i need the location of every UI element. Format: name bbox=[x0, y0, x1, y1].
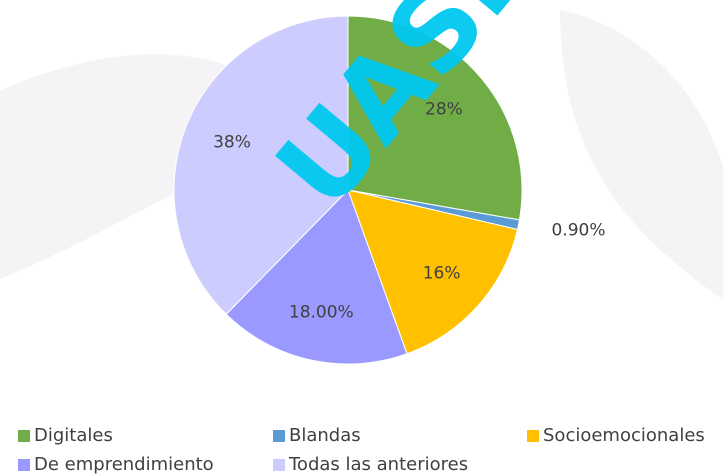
pie-slice bbox=[173, 15, 349, 315]
pie-slice bbox=[347, 189, 519, 355]
data-label: 38% bbox=[213, 133, 251, 153]
background-shape bbox=[560, 10, 723, 300]
pie-slice bbox=[347, 15, 523, 221]
legend-swatch bbox=[273, 459, 285, 471]
data-label: 18.00% bbox=[289, 302, 354, 322]
pie-slice bbox=[225, 189, 408, 365]
legend-text: Socioemocionales bbox=[543, 425, 705, 446]
data-label: 0.90% bbox=[551, 221, 605, 241]
legend-swatch bbox=[18, 430, 30, 442]
legend-swatch bbox=[527, 430, 539, 442]
legend-text: De emprendimiento bbox=[34, 454, 214, 475]
legend-text: Blandas bbox=[289, 425, 361, 446]
data-label: 16% bbox=[423, 263, 461, 283]
legend-swatch bbox=[18, 459, 30, 471]
legend-text: Digitales bbox=[34, 425, 113, 446]
data-label: 28% bbox=[425, 99, 463, 119]
legend-swatch bbox=[273, 430, 285, 442]
legend-text: Todas las anteriores bbox=[288, 454, 468, 475]
